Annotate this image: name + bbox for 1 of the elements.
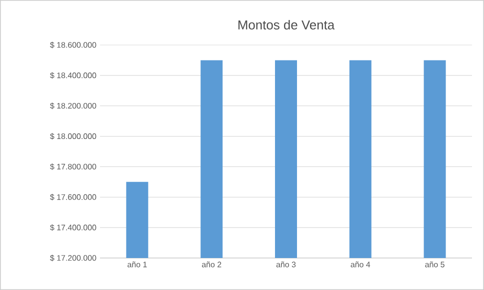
chart-title: Montos de Venta xyxy=(238,20,335,30)
